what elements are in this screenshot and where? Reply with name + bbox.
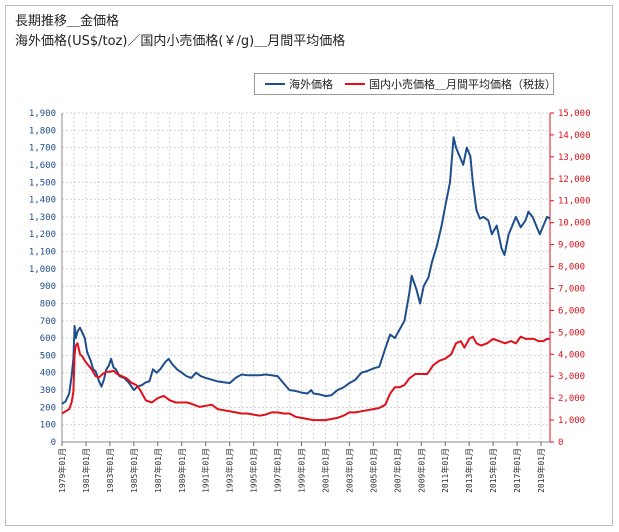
y-left-tick-label: 1,200 — [29, 230, 56, 240]
y-left-tick-label: 800 — [40, 299, 56, 309]
x-tick-label: 2017年01月 — [512, 448, 522, 493]
x-tick-label: 2013年01月 — [464, 448, 474, 493]
y-right-tick-label: 9,000 — [558, 241, 585, 251]
chart-title: 長期推移＿金価格 — [15, 14, 120, 29]
x-tick-label: 1983年01月 — [105, 448, 115, 493]
y-right-tick-label: 1,000 — [558, 416, 585, 426]
y-left-tick-label: 1,500 — [29, 178, 56, 188]
x-tick-label: 1979年01月 — [57, 448, 67, 493]
y-right-tick-label: 3,000 — [558, 372, 585, 382]
y-right-tick-label: 10,000 — [558, 219, 591, 229]
y-left-tick-label: 1,000 — [29, 265, 56, 275]
y-left-tick-label: 1,800 — [29, 126, 56, 136]
x-tick-label: 2001年01月 — [320, 448, 330, 493]
y-right-tick-label: 12,000 — [558, 175, 591, 185]
x-tick-label: 1997年01月 — [273, 448, 283, 493]
legend-swatch-domestic — [345, 83, 365, 85]
x-tick-label: 1989年01月 — [177, 448, 187, 493]
y-right-tick-label: 5,000 — [558, 328, 585, 338]
y-left-tick-label: 400 — [40, 369, 56, 379]
y-right-tick-label: 4,000 — [558, 350, 585, 360]
x-tick-label: 2007年01月 — [392, 448, 402, 493]
series-line-overseas — [61, 136, 551, 405]
y-left-tick-label: 900 — [40, 282, 56, 292]
y-right-tick-label: 6,000 — [558, 306, 585, 316]
legend-label-overseas: 海外価格 — [289, 78, 333, 91]
y-right-tick-label: 11,000 — [558, 197, 591, 207]
y-left-tick-label: 1,400 — [29, 196, 56, 206]
x-tick-label: 2009年01月 — [416, 448, 426, 493]
x-tick-label: 1987年01月 — [153, 448, 163, 493]
y-left-tick-label: 0 — [51, 438, 56, 448]
y-left-tick-label: 100 — [40, 421, 56, 431]
y-left-tick-label: 1,600 — [29, 161, 56, 171]
x-tick-label: 1995年01月 — [249, 448, 259, 493]
y-left-tick-label: 1,700 — [29, 144, 56, 154]
x-tick-label: 2019年01月 — [536, 448, 546, 493]
x-tick-label: 1985年01月 — [129, 448, 139, 493]
y-left-tick-label: 200 — [40, 403, 56, 413]
y-right-tick-label: 7,000 — [558, 284, 585, 294]
x-tick-label: 1993年01月 — [225, 448, 235, 493]
y-left-tick-label: 1,100 — [29, 248, 56, 258]
legend-label-domestic: 国内小売価格＿月間平均価格（税抜） — [369, 78, 556, 91]
y-right-tick-label: 0 — [558, 438, 563, 448]
y-left-tick-label: 500 — [40, 351, 56, 361]
y-right-tick-label: 14,000 — [558, 131, 591, 141]
x-tick-label: 1999年01月 — [297, 448, 307, 493]
x-tick-label: 2011年01月 — [440, 448, 450, 493]
legend: 海外価格 国内小売価格＿月間平均価格（税抜） — [254, 73, 556, 95]
y-right-tick-label: 2,000 — [558, 394, 585, 404]
y-left-tick-label: 1,900 — [29, 109, 56, 119]
legend-item-overseas: 海外価格 — [265, 76, 333, 92]
x-tick-label: 2003年01月 — [344, 448, 354, 493]
x-tick-label: 2005年01月 — [368, 448, 378, 493]
series-line-domestic — [61, 335, 550, 422]
y-left-tick-label: 700 — [40, 317, 56, 327]
y-left-tick-label: 300 — [40, 386, 56, 396]
chart-subtitle: 海外価格(US$/toz)／国内小売価格(￥/g)＿月間平均価格 — [15, 34, 346, 49]
y-right-tick-label: 15,000 — [558, 109, 591, 119]
y-right-tick-label: 8,000 — [558, 263, 585, 273]
x-tick-label: 2015年01月 — [488, 448, 498, 493]
x-tick-label: 1991年01月 — [201, 448, 211, 493]
y-right-tick-label: 13,000 — [558, 153, 591, 163]
y-left-tick-label: 600 — [40, 334, 56, 344]
legend-item-domestic: 国内小売価格＿月間平均価格（税抜） — [345, 76, 556, 92]
y-left-tick-label: 1,300 — [29, 213, 56, 223]
legend-swatch-overseas — [265, 83, 285, 85]
x-tick-label: 1981年01月 — [81, 448, 91, 493]
